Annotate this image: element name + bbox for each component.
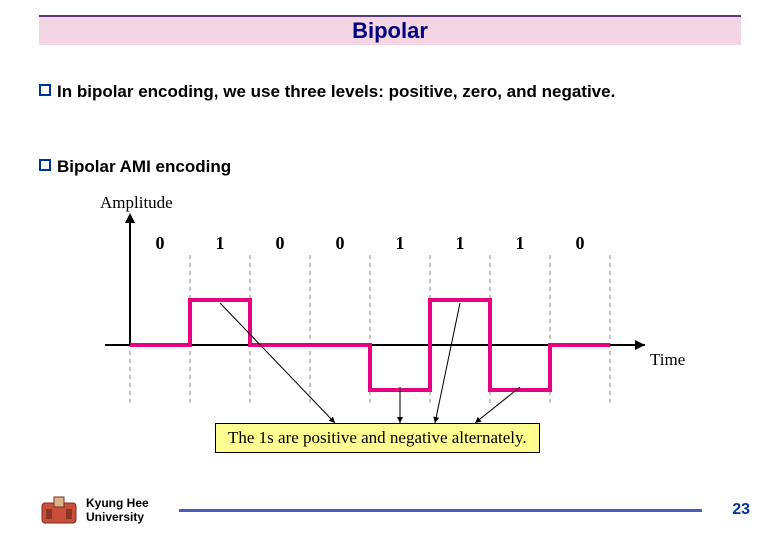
x-axis-label: Time: [650, 350, 685, 370]
title-bar: Bipolar: [39, 15, 741, 45]
university-name: Kyung HeeUniversity: [86, 496, 149, 525]
footer-divider: [179, 509, 703, 512]
bullet-icon: [39, 159, 51, 171]
annotation-box: The 1s are positive and negative alterna…: [215, 423, 540, 453]
bit-label: 0: [130, 233, 190, 254]
bit-label: 0: [310, 233, 370, 254]
bullet-icon: [39, 84, 51, 96]
slide-title: Bipolar: [352, 18, 428, 44]
university-text-line: Kyung HeeUniversity: [86, 496, 149, 525]
bit-label: 1: [490, 233, 550, 254]
page-number: 23: [732, 501, 750, 519]
bit-label: 0: [250, 233, 310, 254]
bullet-text: In bipolar encoding, we use three levels…: [57, 80, 615, 104]
bit-label: 1: [190, 233, 250, 254]
ami-diagram: Amplitude 01001110 Time The 1s are posit…: [105, 195, 690, 455]
slide-footer: Kyung HeeUniversity 23: [40, 495, 750, 525]
bit-label: 0: [550, 233, 610, 254]
bullet-row: In bipolar encoding, we use three levels…: [39, 80, 719, 104]
bit-label: 1: [370, 233, 430, 254]
university-logo-icon: [40, 495, 78, 525]
bullet-text: Bipolar AMI encoding: [57, 155, 231, 179]
bit-label: 1: [430, 233, 490, 254]
bullet-row: Bipolar AMI encoding: [39, 155, 719, 179]
